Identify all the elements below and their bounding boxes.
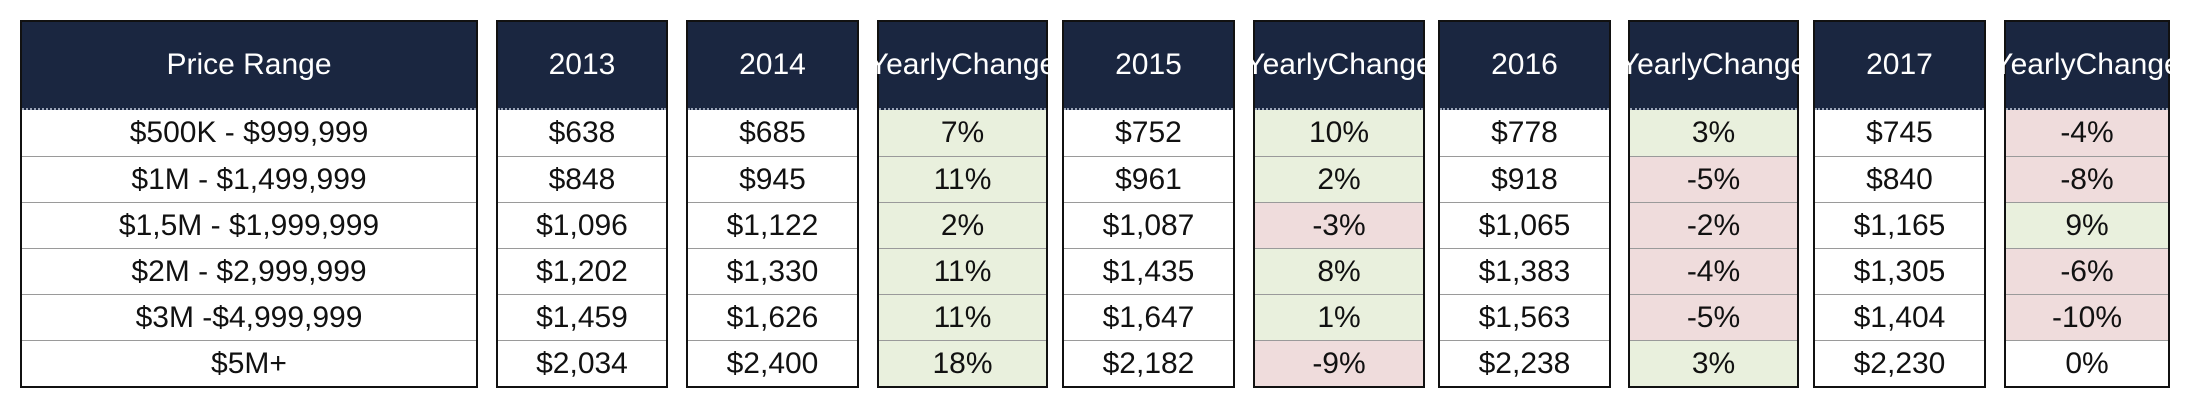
table-cell: $1,404	[1815, 294, 1984, 340]
table-cell: $500K - $999,999	[129, 116, 369, 149]
table-cell: $1,305	[1815, 248, 1984, 294]
table-cell: $2,238	[1440, 340, 1609, 386]
table-cell: -2%	[1630, 202, 1797, 248]
table-cell: $1,459	[498, 294, 666, 340]
table-cell: $1,647	[1064, 294, 1233, 340]
table-cell: $2,034	[498, 340, 666, 386]
table-cell: -6%	[2006, 248, 2168, 294]
column-y2013: 2013 $638 $848 $1,096 $1,202 $1,459 $2,034	[496, 20, 668, 388]
table-cell: -9%	[1255, 340, 1423, 386]
table-cell: -4%	[2006, 110, 2168, 156]
column-header-y2015: 2015	[1064, 22, 1233, 110]
table-cell: 3%	[1630, 110, 1797, 156]
table-cell: -8%	[2006, 156, 2168, 202]
header-word: Yearly	[868, 48, 952, 81]
table-cell: 8%	[1255, 248, 1423, 294]
header-word: Yearly	[1619, 48, 1703, 81]
table-cell: $1,165	[1815, 202, 1984, 248]
table-cell: $1,383	[1440, 248, 1609, 294]
table-cell: $778	[1491, 116, 1558, 149]
table-cell: $945	[688, 156, 857, 202]
header-word: Yearly	[1245, 48, 1328, 81]
table-cell: $5M+	[22, 340, 476, 386]
column-header-y2013: 2013	[498, 22, 666, 110]
table-cell: -3%	[1255, 202, 1423, 248]
table-cell: $848	[498, 156, 666, 202]
table-cell: 11%	[879, 248, 1046, 294]
table-cell: $1,330	[688, 248, 857, 294]
column-header-chg2016: Yearly Change	[1620, 22, 1807, 110]
table-cell: $1,202	[498, 248, 666, 294]
table-cell: $2M - $2,999,999	[22, 248, 476, 294]
column-header-chg2015: Yearly Change	[1245, 22, 1433, 110]
header-word: Change	[2075, 48, 2181, 81]
table-cell: -10%	[2006, 294, 2168, 340]
column-chg2014: Yearly Change 7% 11% 2% 11% 11% 18%	[869, 20, 1056, 388]
table-cell: $2,182	[1064, 340, 1233, 386]
table-cell: $1,087	[1064, 202, 1233, 248]
table-cell: $3M -$4,999,999	[22, 294, 476, 340]
column-y2017: 2017 $745 $840 $1,165 $1,305 $1,404 $2,230	[1813, 20, 1986, 388]
column-header-price_range: Price Range	[22, 22, 476, 110]
table-cell: -4%	[1630, 248, 1797, 294]
table-cell: $1,5M - $1,999,999	[22, 202, 476, 248]
table-cell: 10%	[1255, 110, 1423, 156]
column-header-y2017: 2017	[1815, 22, 1984, 110]
column-header-y2014: 2014	[688, 22, 857, 110]
table-cell: $752	[1115, 116, 1182, 149]
table-cell: 2%	[1255, 156, 1423, 202]
table-cell: $638	[548, 116, 616, 149]
header-word: Change	[1702, 48, 1808, 81]
table-cell: 7%	[879, 110, 1046, 156]
table-cell: $1M - $1,499,999	[22, 156, 476, 202]
table-cell: $1,435	[1064, 248, 1233, 294]
header-word: Yearly	[1993, 48, 2076, 81]
table-cell: $2,400	[688, 340, 857, 386]
header-word: Change	[951, 48, 1057, 81]
column-header-chg2014: Yearly Change	[869, 22, 1056, 110]
table-cell: 3%	[1630, 340, 1797, 386]
table-cell: -5%	[1630, 156, 1797, 202]
table-cell: 18%	[879, 340, 1046, 386]
column-chg2015: Yearly Change 10% 2% -3% 8% 1% -9%	[1245, 20, 1433, 388]
table-cell: $1,563	[1440, 294, 1609, 340]
table-cell: 9%	[2006, 202, 2168, 248]
column-header-y2016: 2016	[1440, 22, 1609, 110]
column-y2014: 2014 $685 $945 $1,122 $1,330 $1,626 $2,400	[686, 20, 859, 388]
table-cell: $1,122	[688, 202, 857, 248]
table-cell: $1,065	[1440, 202, 1609, 248]
column-chg2017: Yearly Change -4% -8% 9% -6% -10% 0%	[1993, 20, 2181, 388]
table-cell: $745	[1866, 116, 1933, 149]
table-cell: $1,626	[688, 294, 857, 340]
column-y2015: 2015 $752 $961 $1,087 $1,435 $1,647 $2,182	[1062, 20, 1235, 388]
table-cell: $1,096	[498, 202, 666, 248]
table-cell: $961	[1064, 156, 1233, 202]
table-cell: $840	[1815, 156, 1984, 202]
table-cell: 2%	[879, 202, 1046, 248]
table-cell: $918	[1440, 156, 1609, 202]
header-word: Change	[1327, 48, 1433, 81]
table-cell: -5%	[1630, 294, 1797, 340]
column-price_range: Price Range $500K - $999,999 $1M - $1,499,…	[20, 20, 478, 388]
column-header-chg2017: Yearly Change	[1993, 22, 2181, 110]
table-cell: 11%	[879, 294, 1046, 340]
table-cell: 1%	[1255, 294, 1423, 340]
table-cell: $2,230	[1815, 340, 1984, 386]
table-cell: 0%	[2006, 340, 2168, 386]
column-chg2016: Yearly Change 3% -5% -2% -4% -5% 3%	[1620, 20, 1807, 388]
table-cell: 11%	[879, 156, 1046, 202]
column-y2016: 2016 $778 $918 $1,065 $1,383 $1,563 $2,238	[1438, 20, 1611, 388]
table-cell: $685	[739, 116, 806, 149]
